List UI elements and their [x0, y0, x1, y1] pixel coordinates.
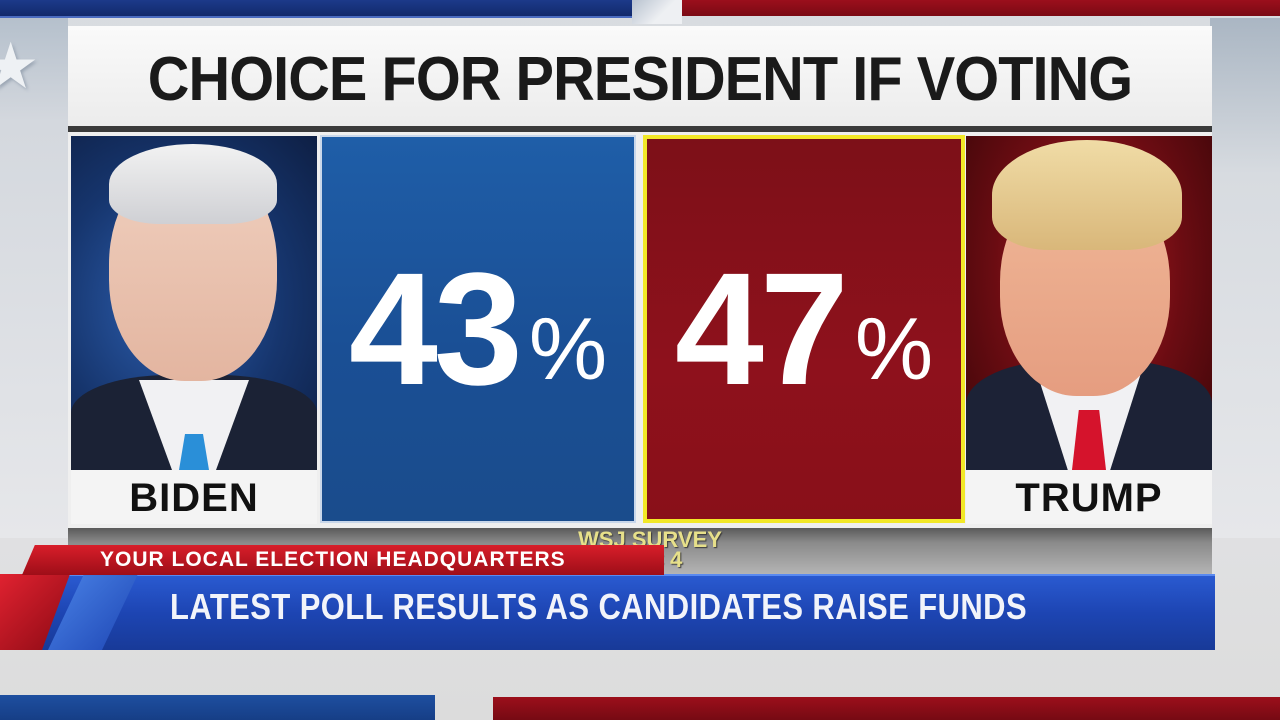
percent-panel-trump: 47 % [643, 135, 965, 523]
hair-shape [109, 144, 277, 224]
candidate-photo-biden [71, 136, 317, 470]
candidate-photo-trump [966, 136, 1212, 470]
title-panel: CHOICE FOR PRESIDENT IF VOTING NOW... [68, 26, 1212, 185]
lower-third-tag-bar [22, 545, 664, 575]
left-backdrop [0, 18, 68, 538]
top-slant-divider [632, 0, 682, 24]
floor-blue-bar [0, 695, 435, 720]
percent-value-trump: 47 [674, 239, 849, 418]
hair-shape [992, 140, 1182, 250]
floor-red-bar [493, 697, 1280, 720]
top-red-bar [682, 0, 1280, 16]
candidate-name-biden: BIDEN [71, 470, 317, 524]
star-icon: ★ [0, 30, 40, 102]
right-backdrop [1210, 18, 1280, 538]
lower-third-headline-bar [40, 574, 1215, 650]
candidate-name-trump: TRUMP [966, 470, 1212, 524]
percent-value-biden: 43 [348, 239, 523, 418]
tie-shape [179, 434, 209, 470]
top-blue-bar [0, 0, 632, 18]
title-divider [68, 126, 1212, 132]
percent-sign: % [854, 299, 934, 398]
percent-panel-biden: 43 % [320, 135, 636, 523]
percent-sign: % [528, 299, 608, 398]
graphic-title: CHOICE FOR PRESIDENT IF VOTING NOW... [147, 45, 1133, 185]
lower-third-headline: LATEST POLL RESULTS AS CANDIDATES RAISE … [170, 586, 1028, 627]
lower-third-tag: YOUR LOCAL ELECTION HEADQUARTERS [100, 548, 566, 571]
